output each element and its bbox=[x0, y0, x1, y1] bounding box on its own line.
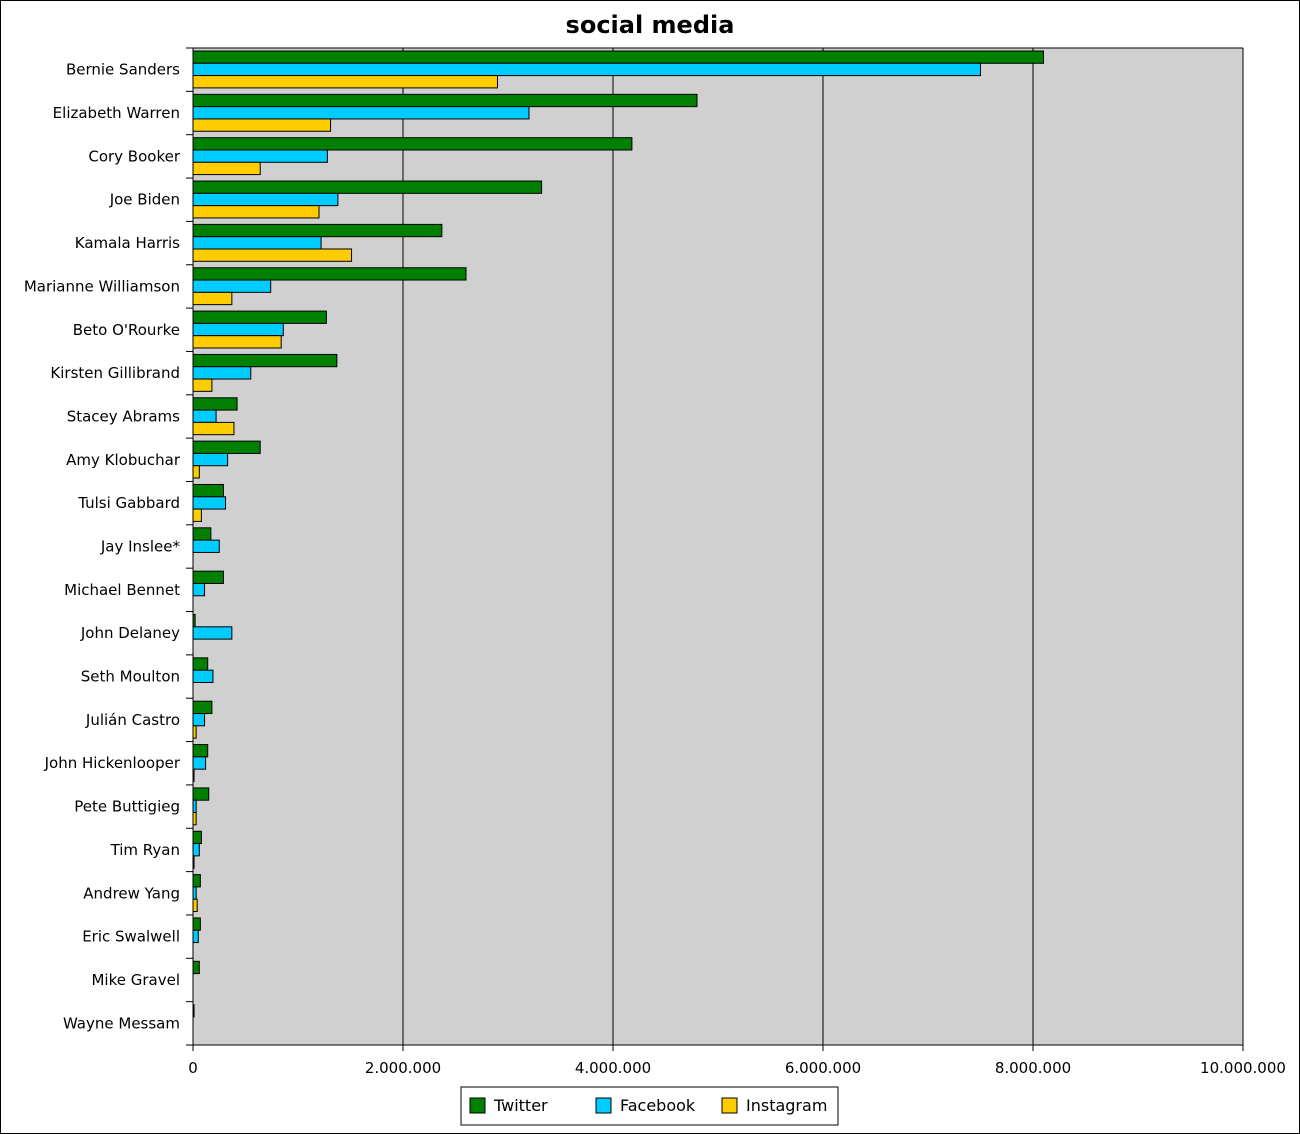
category-label: Cory Booker bbox=[88, 147, 180, 165]
bar-facebook bbox=[192, 409, 217, 423]
bar-facebook bbox=[192, 626, 233, 640]
bar-facebook bbox=[192, 366, 252, 380]
category-label: Mike Gravel bbox=[91, 971, 180, 989]
bar-twitter bbox=[192, 93, 698, 108]
category-label: Amy Klobuchar bbox=[66, 451, 181, 469]
bar-twitter bbox=[192, 397, 238, 411]
bar-facebook bbox=[192, 452, 229, 467]
bar-twitter bbox=[192, 50, 1044, 64]
bar-facebook bbox=[192, 669, 214, 683]
bar-twitter bbox=[192, 700, 213, 715]
category-label: John Hickenlooper bbox=[44, 754, 181, 772]
x-tick-labels: 0 2.000.000 4.000.000 6.000.000 8.000.000 10.… bbox=[188, 1059, 1286, 1077]
bars bbox=[192, 50, 1044, 1018]
category-labels: Bernie Sanders Elizabeth Warren Cory Booke… bbox=[24, 61, 181, 1033]
bar-facebook bbox=[192, 62, 981, 77]
bar-twitter bbox=[192, 570, 224, 584]
legend-label-twitter: Twitter bbox=[493, 1096, 548, 1115]
category-label: Stacey Abrams bbox=[67, 407, 180, 425]
bar-facebook bbox=[192, 192, 339, 207]
bar-facebook bbox=[192, 106, 530, 120]
bar-facebook bbox=[192, 843, 200, 857]
category-label: Michael Bennet bbox=[64, 581, 180, 599]
legend-label-instagram: Instagram bbox=[746, 1096, 827, 1115]
bar-twitter bbox=[192, 267, 467, 281]
bar-facebook bbox=[192, 149, 328, 163]
bar-facebook bbox=[192, 582, 206, 597]
bar-twitter bbox=[192, 353, 338, 368]
x-tick-label: 0 bbox=[188, 1059, 198, 1077]
x-tick-label: 2.000.000 bbox=[365, 1059, 441, 1077]
bar-twitter bbox=[192, 874, 201, 888]
bar-twitter bbox=[192, 527, 212, 541]
category-label: Andrew Yang bbox=[83, 884, 180, 902]
category-label: Beto O'Rourke bbox=[73, 321, 180, 339]
bar-twitter bbox=[192, 310, 327, 324]
legend-swatch-twitter bbox=[469, 1097, 486, 1114]
bar-facebook bbox=[192, 713, 206, 727]
bar-facebook bbox=[192, 236, 322, 250]
x-tick-label: 4.000.000 bbox=[575, 1059, 651, 1077]
category-label: Seth Moulton bbox=[81, 668, 180, 686]
legend: Twitter Facebook Instagram bbox=[460, 1086, 839, 1126]
axes bbox=[186, 47, 1244, 1051]
bar-instagram bbox=[192, 205, 320, 219]
legend-label-facebook: Facebook bbox=[620, 1096, 696, 1115]
bar-twitter bbox=[192, 960, 200, 975]
category-label: Elizabeth Warren bbox=[53, 104, 180, 122]
category-label: Kirsten Gillibrand bbox=[50, 364, 180, 382]
bar-facebook bbox=[192, 539, 220, 553]
bar-twitter bbox=[192, 917, 201, 931]
category-label: Joe Biden bbox=[109, 191, 180, 209]
bar-twitter bbox=[192, 483, 224, 498]
bar-facebook bbox=[192, 322, 284, 337]
category-label: Pete Buttigieg bbox=[74, 798, 180, 816]
bar-twitter bbox=[192, 440, 261, 454]
category-label: Julián Castro bbox=[85, 711, 180, 729]
category-label: John Delaney bbox=[80, 624, 180, 642]
category-label: Jay Inslee* bbox=[100, 538, 181, 556]
category-label: Tim Ryan bbox=[110, 841, 180, 859]
bar-instagram bbox=[192, 508, 202, 522]
bar-instagram bbox=[192, 335, 282, 349]
bar-twitter bbox=[192, 137, 633, 151]
bar-twitter bbox=[192, 223, 443, 238]
bar-twitter bbox=[192, 657, 209, 671]
x-tick-label: 6.000.000 bbox=[785, 1059, 861, 1077]
category-label: Wayne Messam bbox=[63, 1014, 180, 1032]
x-tick-label: 8.000.000 bbox=[995, 1059, 1071, 1077]
bar-twitter bbox=[192, 787, 210, 801]
bar-instagram bbox=[192, 75, 498, 89]
bar-instagram bbox=[192, 291, 233, 306]
legend-swatch-facebook bbox=[595, 1097, 612, 1114]
legend-box bbox=[460, 1086, 839, 1126]
bar-instagram bbox=[192, 161, 261, 176]
category-label: Kamala Harris bbox=[75, 234, 180, 252]
bar-twitter bbox=[192, 830, 202, 845]
bar-facebook bbox=[192, 756, 207, 770]
bar-facebook bbox=[192, 929, 199, 944]
plot-area bbox=[193, 48, 1243, 1045]
bar-instagram bbox=[192, 465, 200, 479]
category-label: Eric Swalwell bbox=[82, 928, 180, 946]
bar-instagram bbox=[192, 248, 353, 262]
bar-instagram bbox=[192, 898, 198, 913]
bar-instagram bbox=[192, 421, 235, 436]
chart-title: social media bbox=[566, 11, 735, 39]
bar-facebook bbox=[192, 496, 227, 510]
category-label: Tulsi Gabbard bbox=[77, 494, 180, 512]
x-tick-label: 10.000.000 bbox=[1200, 1059, 1286, 1077]
legend-swatch-instagram bbox=[721, 1097, 738, 1114]
bar-twitter bbox=[192, 744, 209, 758]
category-label: Bernie Sanders bbox=[66, 61, 180, 79]
bar-facebook bbox=[192, 279, 272, 293]
bar-twitter bbox=[192, 180, 543, 194]
category-label: Marianne Williamson bbox=[24, 277, 180, 295]
bar-instagram bbox=[192, 118, 332, 132]
bar-instagram bbox=[192, 378, 213, 392]
